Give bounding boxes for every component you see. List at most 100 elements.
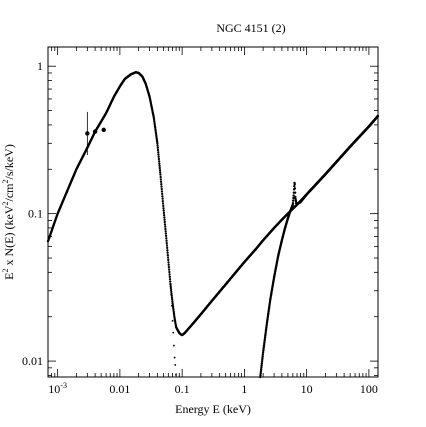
- x-tick-label: 100: [360, 382, 378, 396]
- spectrum-dot: [162, 211, 166, 215]
- spectrum-dot: [168, 270, 171, 274]
- spectrum-dot: [160, 183, 163, 186]
- spectrum-dot: [293, 191, 297, 194]
- spectrum-dot: [164, 225, 167, 228]
- spectrum-dot: [168, 278, 172, 281]
- spectrum-dot: [174, 364, 177, 366]
- spectrum-dot: [166, 249, 169, 252]
- x-tick-label: 10: [301, 382, 313, 396]
- spectrum-dot: [175, 374, 177, 376]
- spectrum-dot: [162, 214, 166, 217]
- spectrum-dot: [260, 360, 264, 363]
- spectrum-dot: [169, 286, 173, 290]
- spectrum-dot: [164, 234, 168, 238]
- spectrum-dot: [171, 302, 174, 305]
- spectrum-dot: [161, 195, 164, 198]
- spectrum-dot: [162, 207, 165, 210]
- x-tick-label: 1: [241, 382, 247, 396]
- spectrum-dot: [161, 199, 164, 203]
- axis-ticks: [47, 47, 378, 377]
- spectrum-dot: [166, 246, 169, 250]
- continuum-curve: [46, 71, 380, 337]
- spectrum-dot: [171, 319, 174, 322]
- spectrum-dot: [159, 180, 163, 183]
- spectrum-dot: [163, 220, 166, 224]
- spectrum-dot: [169, 280, 172, 283]
- y-label-post-sup: 2: [1, 180, 10, 184]
- spectrum-dot: [173, 356, 176, 359]
- spectrum-dot: [376, 114, 380, 118]
- x-axis-label: Energy E (keV): [175, 402, 251, 416]
- spectrum-dot: [292, 196, 295, 200]
- spectrum-dot: [168, 273, 171, 276]
- spectrum-dot: [170, 293, 173, 296]
- spectrum-dot: [167, 261, 170, 264]
- data-point: [101, 127, 106, 133]
- x-tick-labels: 10-3 0.01 0.1 1 10 100: [48, 381, 378, 396]
- absorbed-component-curve: [259, 114, 380, 379]
- spectrum-dot: [165, 239, 168, 242]
- spectrum-dot: [156, 142, 159, 145]
- spectrum-dot: [293, 182, 296, 186]
- spectrum-dot: [172, 312, 176, 315]
- spectrum-dot: [172, 307, 175, 310]
- spectrum-dot: [159, 178, 163, 181]
- spectrum-dot: [158, 164, 161, 167]
- spectrum-dot: [171, 300, 174, 303]
- spectrum-dot: [167, 268, 171, 271]
- spectrum-dot: [160, 187, 163, 191]
- spectrum-dot: [292, 194, 295, 197]
- spectrum-dot: [261, 358, 264, 362]
- spectrum-dot: [261, 354, 264, 358]
- data-point: [92, 129, 98, 134]
- spectrum-dot: [164, 232, 168, 235]
- y-tick-labels: 0.01 0.1 1: [22, 59, 43, 368]
- spectrum-dot: [162, 209, 165, 212]
- y-label-pre-sup: 2: [1, 268, 10, 272]
- spectrum-dot: [157, 155, 160, 158]
- x-tick-label: 0.01: [109, 382, 130, 396]
- spectrum-dot: [259, 370, 263, 373]
- spectrum-dot: [157, 160, 161, 163]
- spectrum-dot: [163, 218, 166, 221]
- spectrum-dot: [259, 375, 262, 379]
- spectrum-dot: [169, 283, 172, 286]
- spectrum-dot: [165, 244, 169, 247]
- spectrum-dot: [261, 356, 264, 360]
- spectrum-dot: [170, 290, 173, 294]
- x-tick-label-base: 10: [48, 382, 60, 396]
- spectrum-dot: [159, 171, 162, 174]
- spectrum-dot: [167, 258, 170, 262]
- data-points: [85, 111, 106, 155]
- spectrum-dot: [260, 366, 263, 369]
- spectrum-dot: [167, 263, 170, 266]
- spectrum-dot: [170, 304, 173, 307]
- y-tick-label: 0.01: [22, 354, 43, 368]
- spectrum-dot: [156, 146, 159, 149]
- soft-component-dropoff: [169, 283, 177, 376]
- data-point: [85, 131, 90, 136]
- spectrum-dot: [261, 352, 265, 356]
- spectrum-dot: [169, 288, 173, 292]
- spectrum-dot: [157, 157, 161, 161]
- y-tick-label: 0.1: [28, 207, 43, 221]
- spectrum-dot: [161, 202, 165, 205]
- spectrum-dot: [259, 368, 263, 371]
- spectrum-dot: [159, 175, 162, 179]
- spectrum-dot: [167, 266, 171, 269]
- y-label-end: /s/keV): [2, 144, 16, 179]
- spectrum-dot: [294, 195, 297, 199]
- y-label-mid-sup: 2: [1, 202, 10, 206]
- spectrum-dot: [157, 151, 160, 154]
- spectrum-dot: [293, 184, 296, 188]
- spectrum-dot: [166, 253, 169, 257]
- spectrum-dot: [172, 308, 175, 312]
- spectrum-dot: [166, 251, 169, 254]
- spectrum-dot: [164, 227, 167, 231]
- spectrum-dot: [173, 344, 175, 347]
- spectrum-dot: [170, 296, 174, 299]
- spectrum-dot: [160, 185, 163, 188]
- x-tick-label: 0.1: [175, 382, 190, 396]
- spectrum-dot: [166, 256, 170, 259]
- x-tick-label: 10-3: [48, 381, 67, 396]
